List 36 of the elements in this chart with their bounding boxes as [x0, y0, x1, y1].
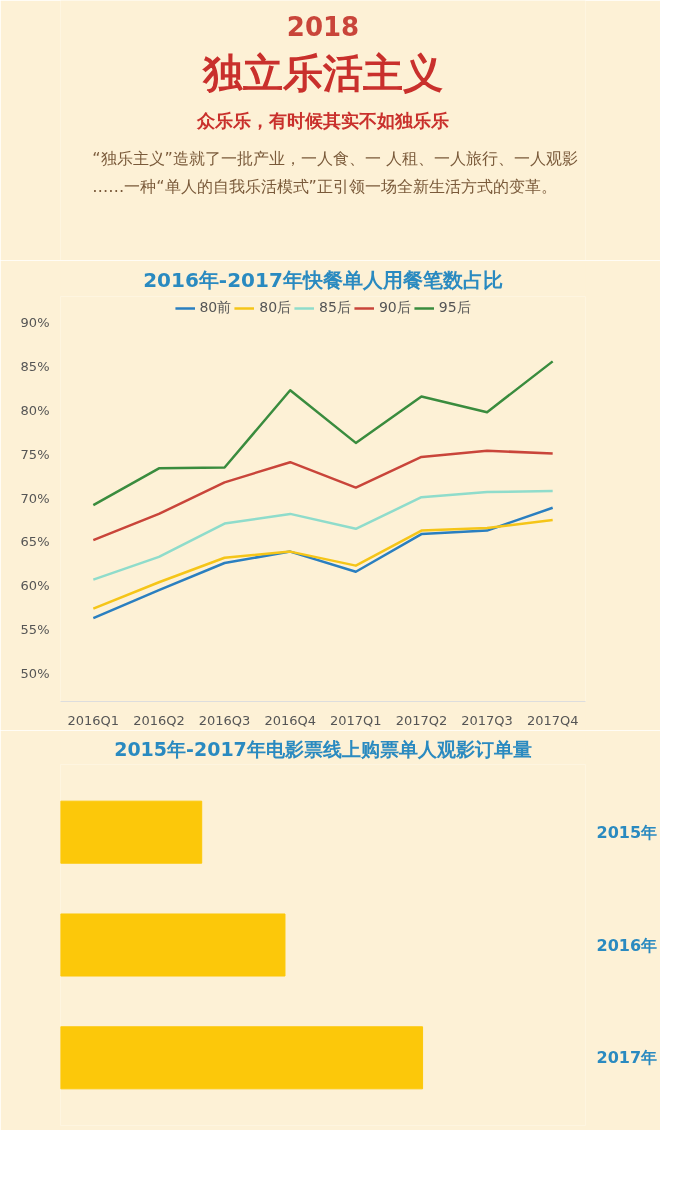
- y-tick-label: 80%: [20, 402, 50, 418]
- x-tick-label: 2017Q4: [526, 712, 579, 728]
- x-tick-label: 2016Q3: [198, 712, 251, 728]
- text: 众乐乐，有时候其实不如独乐乐: [196, 110, 449, 131]
- y-tick-label: 2016年: [596, 935, 658, 955]
- line-series: [92, 449, 554, 542]
- x-tick-label: 2017Q1: [330, 712, 382, 728]
- line-series: [92, 506, 554, 620]
- text: 2018: [286, 11, 360, 42]
- line-series: [92, 360, 554, 507]
- x-tick-label: 2017Q3: [461, 712, 513, 728]
- text: 独立乐活主义: [202, 49, 443, 96]
- x-tick-label: 2017Q2: [395, 712, 448, 728]
- x-tick-label: 2016Q2: [133, 712, 185, 728]
- line-series: [92, 518, 554, 610]
- line-series: [92, 489, 554, 581]
- y-tick-label: 65%: [20, 534, 50, 550]
- y-tick-label: 2017年: [596, 1048, 658, 1068]
- legend-label: 80前: [199, 299, 232, 317]
- y-tick-label: 55%: [20, 622, 50, 638]
- x-tick-label: 2016Q1: [67, 712, 120, 728]
- text: “独乐主义”造就了一批产业，一人食、一 人租、一人旅行、一人观影……一种“单人的自我乐活模式”正引领一场全新生活方式的变革。: [92, 148, 578, 196]
- chart-title: 2016年-2017年快餐单人用餐笔数占比: [143, 267, 503, 292]
- y-tick-label: 90%: [20, 315, 50, 331]
- y-tick-label: 70%: [20, 490, 50, 506]
- y-tick-label: 50%: [20, 665, 50, 681]
- y-tick-label: 2015年: [596, 822, 658, 842]
- y-tick-label: 75%: [20, 446, 50, 462]
- x-tick-label: 2016Q4: [264, 712, 316, 728]
- legend-label: 95后: [438, 299, 471, 317]
- y-tick-label: 85%: [20, 359, 50, 375]
- legend-label: 90后: [378, 299, 411, 317]
- chart-title: 2015年-2017年电影票线上购票单人观影订单量: [114, 737, 532, 760]
- y-tick-label: 60%: [20, 578, 50, 594]
- legend-label: 80后: [259, 299, 292, 317]
- legend-label: 85后: [319, 299, 351, 317]
